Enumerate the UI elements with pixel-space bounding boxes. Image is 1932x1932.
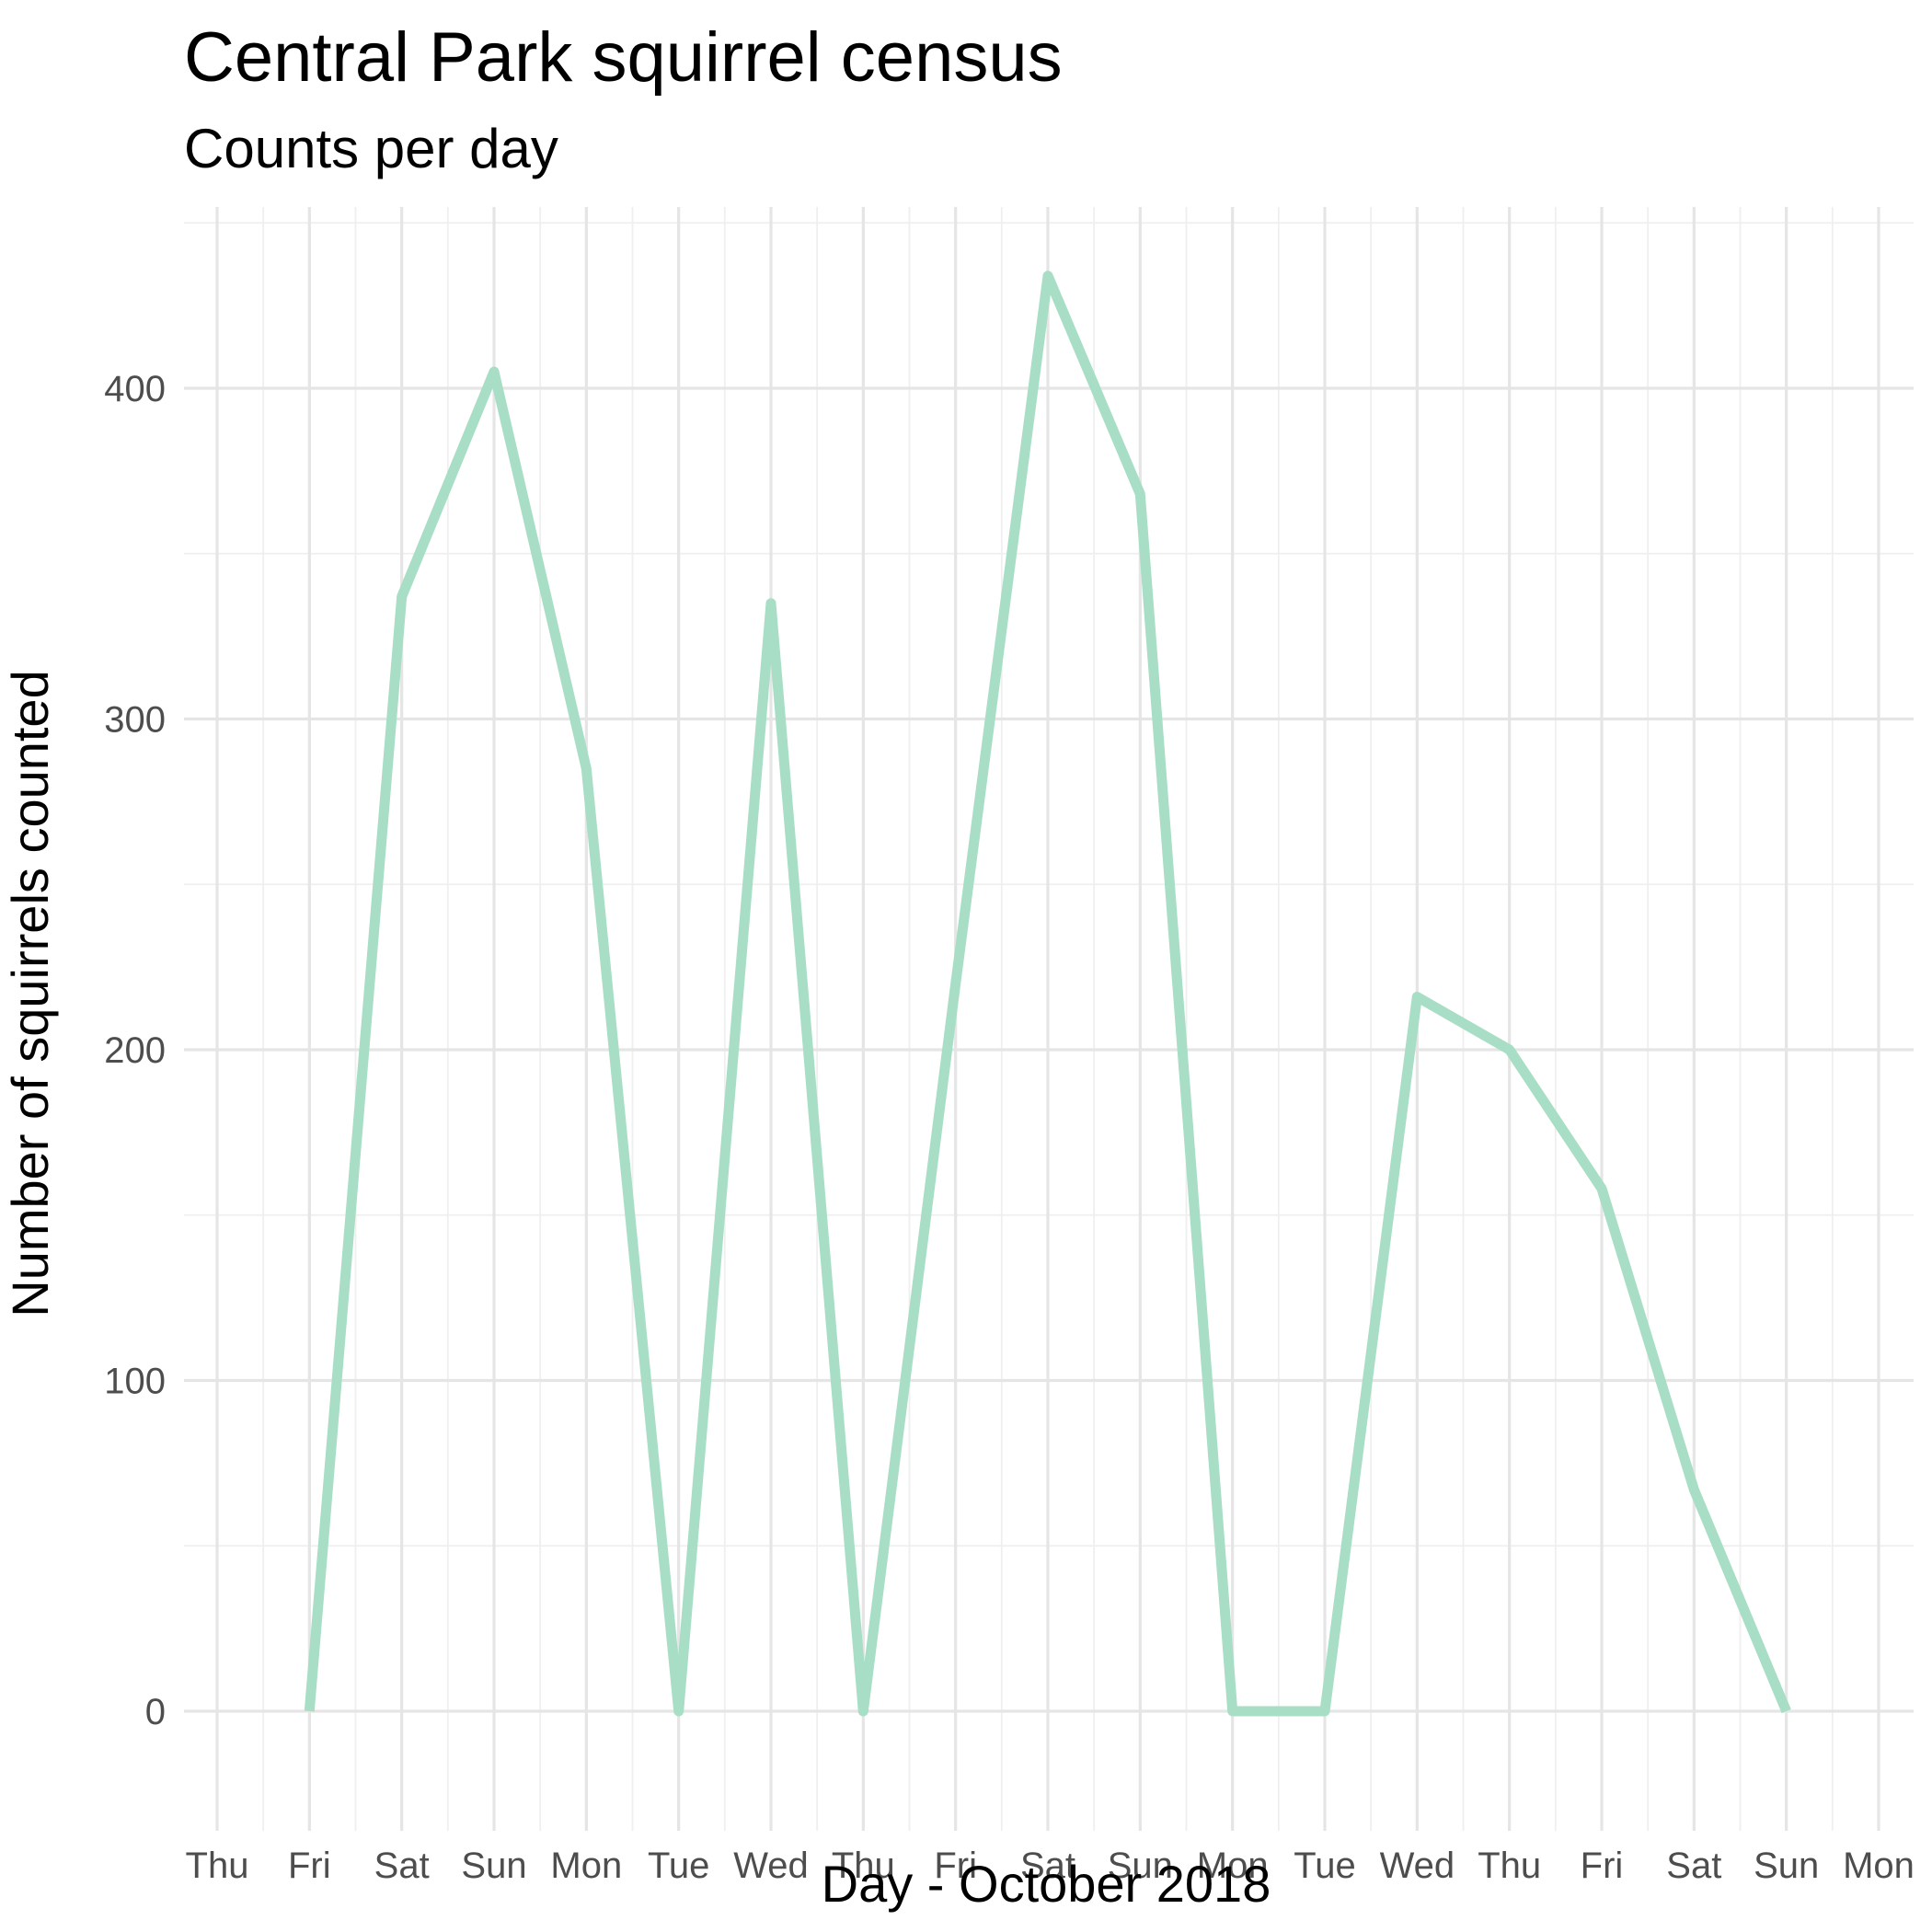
x-tick-label: Sat [374, 1846, 430, 1886]
y-tick-label: 400 [104, 369, 166, 409]
x-tick-label: Wed [733, 1846, 809, 1886]
y-tick-label: 100 [104, 1362, 166, 1402]
x-tick-label: Thu [832, 1846, 895, 1886]
x-tick-label: Fri [1581, 1846, 1624, 1886]
x-tick-label: Thu [1478, 1846, 1541, 1886]
x-tick-label: Mon [550, 1846, 622, 1886]
x-tick-label: Mon [1197, 1846, 1269, 1886]
x-tick-label: Wed [1380, 1846, 1455, 1886]
y-tick-label: 300 [104, 700, 166, 741]
x-axis-title: Day - October 2018 [822, 1855, 1271, 1913]
major-gridlines [184, 207, 1914, 1831]
x-tick-label: Thu [186, 1846, 249, 1886]
y-tick-label: 200 [104, 1030, 166, 1071]
x-tick-label: Tue [648, 1846, 709, 1886]
x-tick-label: Sat [1020, 1846, 1075, 1886]
x-tick-label: Sat [1666, 1846, 1721, 1886]
x-tick-label: Fri [934, 1846, 977, 1886]
chart-subtitle: Counts per day [184, 118, 558, 179]
series-line [304, 270, 1791, 1717]
y-axis-ticks: 0 100 200 300 400 [104, 369, 166, 1732]
x-tick-label: Sun [1754, 1846, 1819, 1886]
x-tick-label: Sun [1108, 1846, 1173, 1886]
x-axis-ticks: Thu Fri Sat Sun Mon Tue Wed Thu Fri Sat Sun Mon Tue W… [186, 1846, 1915, 1886]
y-axis-title: Number of squirrels counted [1, 670, 59, 1317]
y-tick-label: 0 [145, 1692, 166, 1732]
x-tick-label: Mon [1843, 1846, 1915, 1886]
chart-title: Central Park squirrel census [184, 18, 1063, 97]
x-tick-label: Tue [1294, 1846, 1355, 1886]
x-tick-label: Sun [461, 1846, 526, 1886]
series-layer [304, 270, 1791, 1717]
x-tick-label: Fri [288, 1846, 331, 1886]
